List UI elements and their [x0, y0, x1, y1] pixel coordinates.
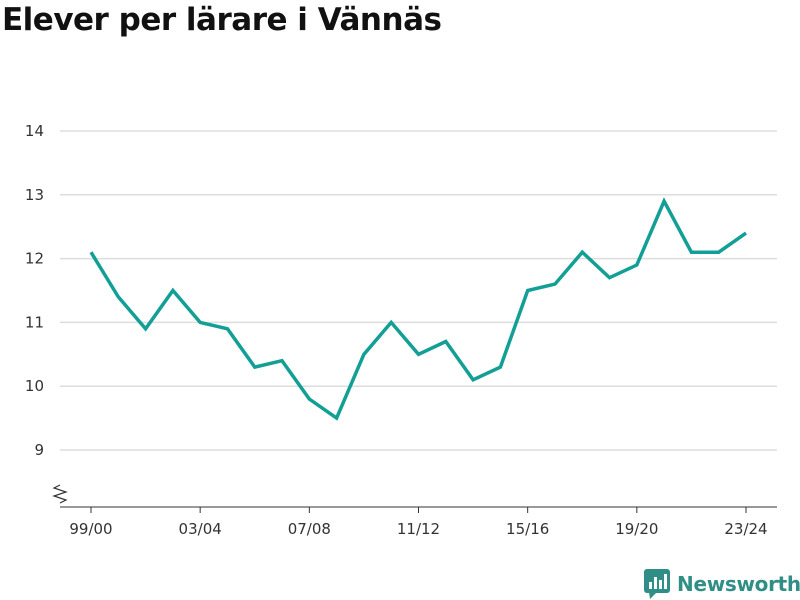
y-tick-label: 12 — [25, 250, 44, 268]
axis-break-icon — [52, 484, 68, 504]
y-axis-ticks: 9 10 11 12 13 14 — [25, 122, 44, 459]
x-axis — [52, 484, 777, 508]
y-tick-label: 13 — [25, 186, 44, 204]
chart-title: Elever per lärare i Vännäs — [2, 2, 442, 38]
x-tick-label: 19/20 — [615, 520, 658, 538]
y-tick-label: 14 — [25, 122, 44, 140]
x-tick-label: 07/08 — [288, 520, 331, 538]
series-line-0 — [89, 197, 748, 421]
gridlines — [60, 130, 777, 451]
brand-logo: Newsworthy — [644, 568, 800, 600]
x-axis-ticks: 99/00 03/04 07/08 11/12 15/16 19/20 23/24 — [69, 507, 768, 538]
x-tick-label: 15/16 — [506, 520, 549, 538]
y-tick-label: 9 — [34, 441, 44, 459]
x-tick-label: 11/12 — [397, 520, 440, 538]
x-tick-label: 99/00 — [69, 520, 112, 538]
series — [89, 197, 748, 421]
y-tick-label: 11 — [25, 313, 44, 331]
y-tick-label: 10 — [25, 377, 44, 395]
x-tick-label: 23/24 — [724, 520, 767, 538]
x-tick-label: 03/04 — [179, 520, 222, 538]
newsworthy-icon — [644, 569, 670, 599]
brand-name: Newsworthy — [677, 572, 800, 596]
